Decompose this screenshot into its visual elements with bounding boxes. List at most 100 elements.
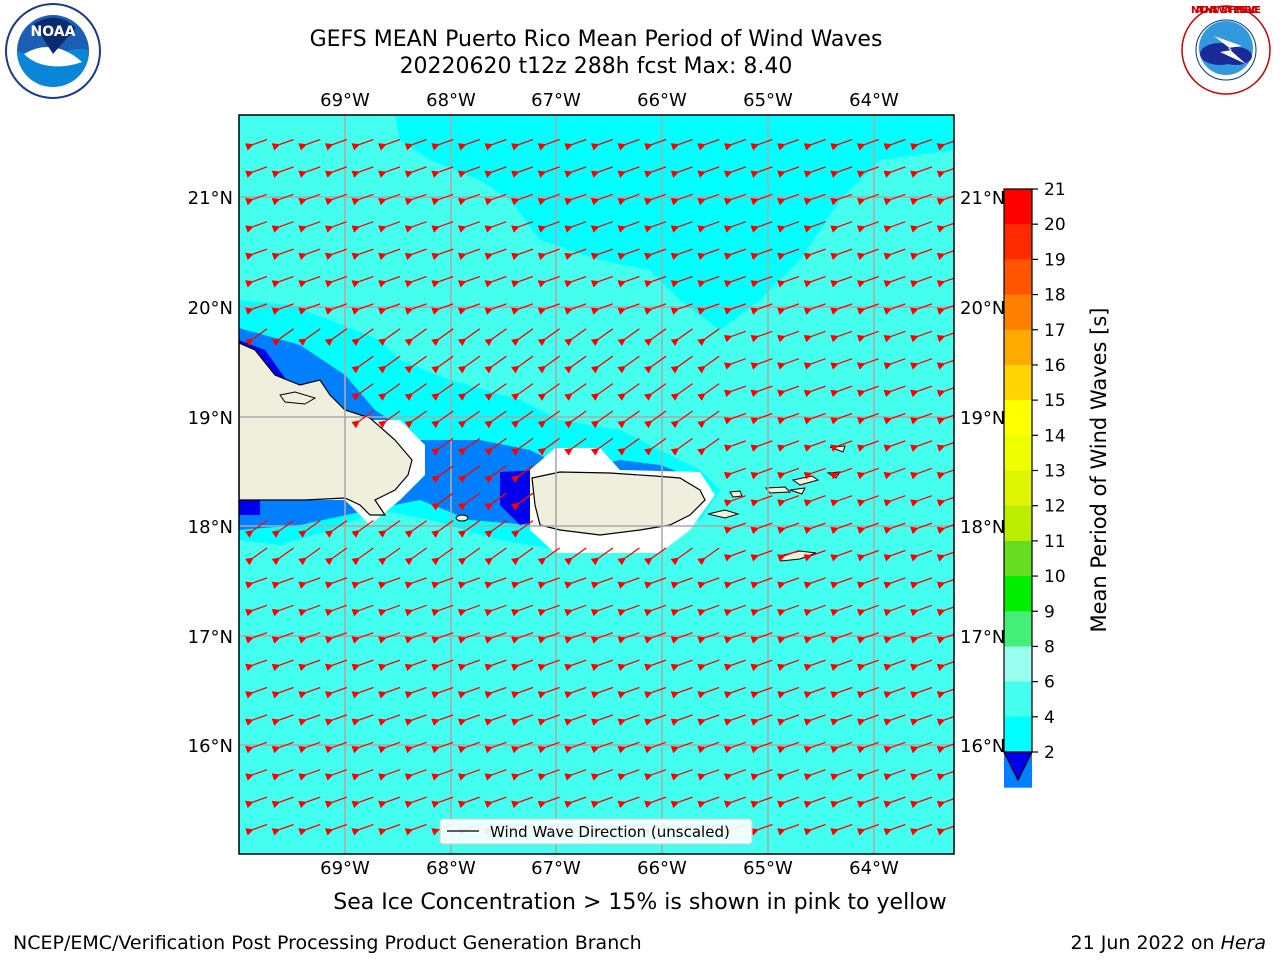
wind-arrow: [404, 686, 427, 699]
wind-arrow: [351, 355, 374, 374]
lat-label-right: 17°N: [960, 627, 1005, 648]
wind-arrow: [910, 823, 933, 836]
wind-arrow: [457, 741, 481, 754]
wind-arrow: [298, 823, 321, 836]
wind-arrow: [324, 248, 348, 261]
wind-arrow: [590, 796, 614, 809]
wind-arrow: [351, 303, 374, 315]
wind-arrow: [803, 303, 826, 315]
wind-arrow: [910, 741, 933, 754]
wind-arrow: [404, 823, 427, 836]
wind-arrow: [723, 632, 747, 644]
wind-arrow: [245, 520, 268, 538]
wind-arrow: [431, 577, 454, 589]
wind-arrow: [271, 577, 294, 589]
wind-arrow: [750, 659, 773, 672]
wind-arrow: [697, 547, 720, 566]
wind-arrow: [617, 328, 640, 347]
lat-label-left: 18°N: [188, 517, 233, 538]
wind-arrow: [378, 769, 401, 781]
wind-arrow: [936, 551, 954, 562]
wind-arrow: [777, 796, 800, 809]
wind-arrow: [431, 193, 454, 206]
wind-arrow: [351, 686, 374, 699]
wind-arrow: [803, 385, 826, 398]
wind-arrow: [697, 632, 720, 644]
wind-arrow: [378, 714, 401, 726]
wind-arrow: [856, 823, 880, 836]
wind-arrow: [378, 659, 401, 672]
wind-arrow: [723, 303, 747, 315]
wind-arrow: [378, 328, 401, 347]
wind-arrow: [324, 328, 348, 347]
wind-arrow: [750, 495, 773, 507]
wind-arrow: [910, 385, 933, 398]
wind-arrow: [537, 410, 560, 429]
wind-arrow: [564, 714, 587, 726]
wind-arrow: [777, 303, 800, 315]
wind-arrow: [484, 221, 507, 233]
colorbar-segment: [1004, 364, 1032, 401]
wind-arrow: [697, 604, 720, 617]
wind-arrow: [324, 520, 348, 538]
wind-arrow: [431, 741, 454, 754]
wind-arrow: [910, 549, 933, 562]
wind-arrow: [670, 437, 693, 456]
wind-arrow: [245, 769, 268, 781]
wind-arrow: [883, 686, 906, 699]
wind-arrow: [617, 741, 640, 754]
wind-arrow: [670, 410, 693, 429]
wind-arrow: [511, 328, 534, 347]
wind-arrow: [378, 248, 401, 261]
wind-arrow: [431, 437, 454, 456]
wind-arrow: [670, 686, 693, 699]
wind-arrow: [537, 221, 560, 233]
wind-arrow: [670, 741, 693, 754]
colorbar-tick-label: 21: [1044, 180, 1066, 200]
wind-arrow: [351, 221, 374, 233]
wind-arrow: [431, 328, 454, 347]
wind-arrow: [856, 659, 880, 672]
wind-arrow: [750, 440, 773, 452]
wind-arrow: [723, 604, 747, 617]
wind-arrow: [883, 303, 906, 315]
lat-label-right: 21°N: [960, 188, 1005, 209]
wind-arrow: [777, 138, 800, 151]
lat-label-left: 16°N: [188, 736, 233, 757]
wind-arrow: [271, 769, 294, 781]
wind-arrow: [936, 140, 954, 151]
wind-arrow: [245, 604, 268, 617]
wind-arrow: [617, 410, 640, 429]
wind-arrow: [910, 659, 933, 672]
wind-arrow: [803, 495, 826, 507]
wind-arrow: [298, 328, 321, 347]
wind-arrow: [910, 138, 933, 151]
wind-arrow: [723, 686, 747, 699]
wind-arrow: [883, 330, 906, 343]
wind-arrow: [537, 138, 560, 151]
wind-arrow: [723, 659, 747, 672]
wind-arrow: [617, 632, 640, 644]
wind-arrow: [856, 166, 880, 178]
wind-arrow: [537, 769, 560, 781]
wind-arrow: [431, 166, 454, 178]
wind-arrow: [617, 383, 640, 401]
wind-arrow: [750, 275, 773, 288]
wind-arrow: [910, 303, 933, 315]
wind-arrow: [564, 437, 587, 456]
wind-arrow: [537, 547, 560, 566]
wind-arrow: [484, 410, 507, 429]
wind-arrow: [856, 138, 880, 151]
wind-arrow: [856, 248, 880, 261]
wind-arrow: [324, 823, 348, 836]
wind-arrow: [670, 659, 693, 672]
wind-arrow: [723, 440, 747, 452]
wind-arrow: [910, 221, 933, 233]
wind-arrow: [750, 358, 773, 370]
wind-arrow: [723, 385, 747, 398]
wind-arrow: [697, 577, 720, 589]
wind-arrow: [271, 714, 294, 726]
wind-arrow: [830, 522, 853, 535]
wind-arrow: [644, 547, 667, 566]
wind-arrow: [324, 221, 348, 233]
